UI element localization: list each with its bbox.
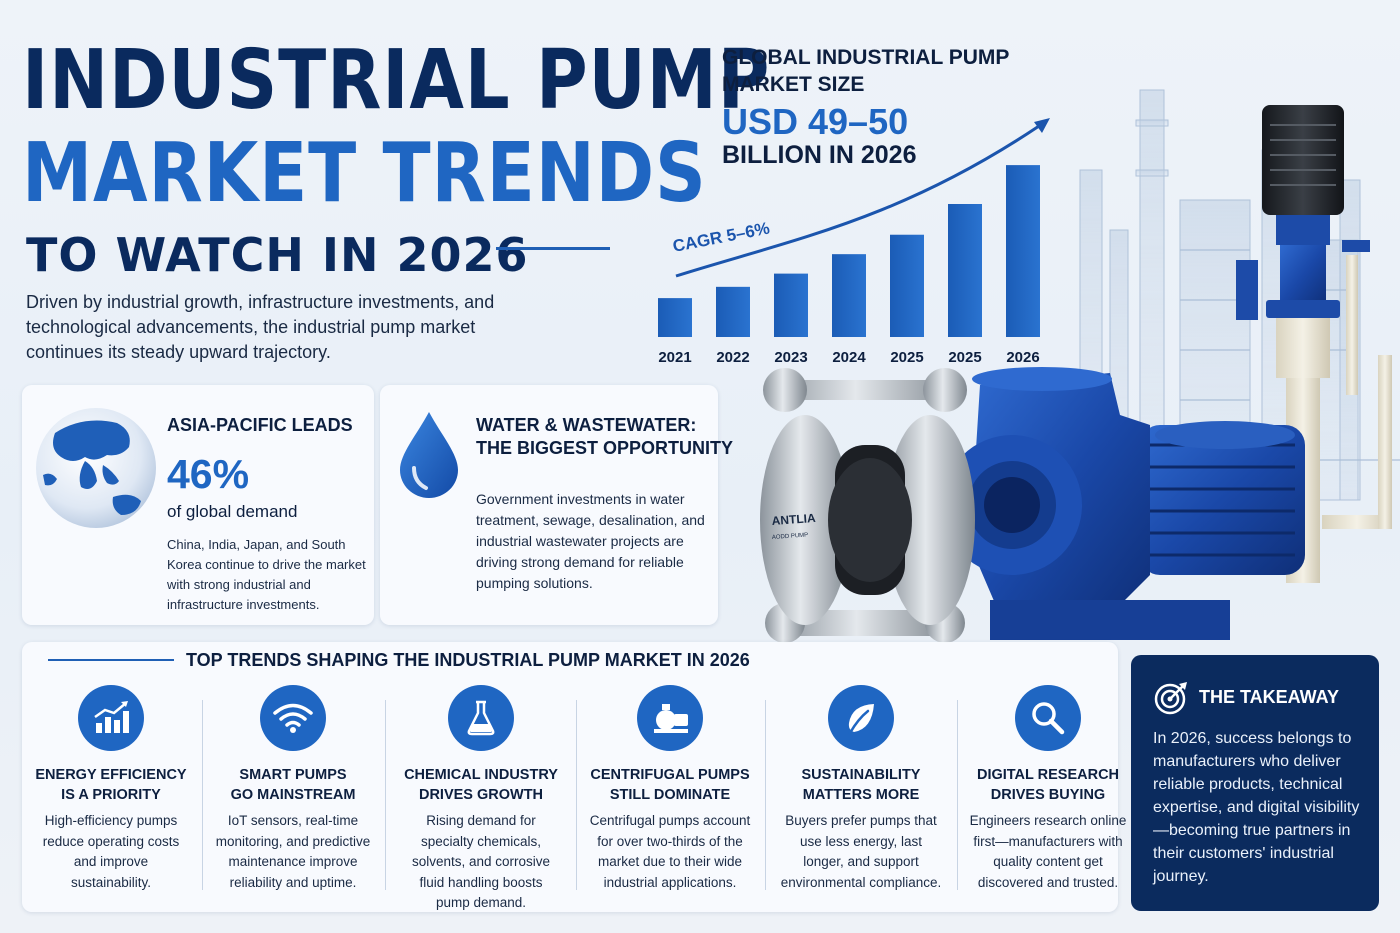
centrifugal-pump	[942, 367, 1305, 640]
trend-title: SUSTAINABILITY MATTERS MORE	[771, 765, 951, 805]
market-growth-chart: 2021 2022 2023 2024 2025 2025 2026 CAGR 5–6%	[658, 118, 1050, 366]
trend-title-line-2: DRIVES GROWTH	[418, 787, 544, 803]
growth-chart-icon	[78, 685, 144, 751]
trend-divider	[957, 700, 958, 890]
title-line-2: MARKET TRENDS	[22, 126, 707, 221]
chart-bar	[832, 254, 866, 337]
trend-divider	[576, 700, 577, 890]
water-card-title: WATER & WASTEWATER: THE BIGGEST OPPORTUN…	[476, 414, 733, 460]
chart-bar	[1006, 165, 1040, 337]
trend-body: High-efficiency pumps reduce operating c…	[42, 813, 180, 890]
globe-icon	[36, 408, 156, 528]
aodd-pump: ANTLIA AODD PUMP	[760, 368, 975, 643]
trend-digital-research: DIGITAL RESEARCH DRIVES BUYING Engineers…	[958, 685, 1138, 893]
chart-x-label: 2025	[890, 349, 923, 366]
trend-title: DIGITAL RESEARCH DRIVES BUYING	[958, 765, 1138, 805]
asia-share-value: 46%	[167, 451, 250, 497]
takeaway-title: THE TAKEAWAY	[1199, 687, 1340, 707]
trend-title-line-1: CENTRIFUGAL PUMPS	[590, 767, 750, 783]
market-size-value: USD 49–50	[722, 101, 909, 142]
target-icon	[1154, 682, 1187, 715]
title-line-1: INDUSTRIAL PUMP	[22, 33, 771, 128]
chart-x-label: 2024	[832, 349, 866, 366]
trend-title-line-1: SMART PUMPS	[239, 767, 347, 783]
trend-body: Engineers research online first—manufact…	[969, 813, 1127, 890]
pump-icon	[637, 685, 703, 751]
chart-x-label: 2023	[774, 349, 807, 366]
pumps-illustration: ANTLIA AODD PUMP	[760, 105, 1392, 643]
chart-bar	[658, 298, 692, 337]
search-icon	[1015, 685, 1081, 751]
trend-title-line-2: GO MAINSTREAM	[230, 787, 356, 803]
trend-divider	[765, 700, 766, 890]
trend-title-line-2: DRIVES BUYING	[990, 787, 1106, 803]
market-size-heading: GLOBAL INDUSTRIAL PUMP MARKET SIZE	[722, 44, 1009, 98]
chart-bars	[658, 165, 1040, 337]
chart-x-label: 2025	[948, 349, 981, 366]
trend-body: Rising demand for specialty chemicals, s…	[411, 813, 551, 910]
market-heading-line-1: GLOBAL INDUSTRIAL PUMP	[722, 46, 1010, 69]
market-heading-line-2: MARKET SIZE	[722, 73, 865, 96]
flask-icon	[448, 685, 514, 751]
trend-title-line-1: DIGITAL RESEARCH	[976, 767, 1120, 783]
trend-divider	[385, 700, 386, 890]
trends-panel	[22, 642, 1118, 912]
intro-text: Driven by industrial growth, infrastruct…	[26, 292, 495, 362]
water-title-line-2: THE BIGGEST OPPORTUNITY	[476, 438, 734, 458]
water-title-line-1: WATER & WASTEWATER:	[476, 415, 697, 435]
chart-bar	[890, 234, 924, 337]
trend-title-line-2: STILL DOMINATE	[609, 787, 731, 803]
title-line-3: TO WATCH IN 2026	[26, 228, 529, 282]
chart-x-labels: 2021 2022 2023 2024 2025 2025 2026	[658, 349, 1039, 366]
trends-heading: TOP TRENDS SHAPING THE INDUSTRIAL PUMP M…	[186, 650, 750, 670]
trend-title: CENTRIFUGAL PUMPS STILL DOMINATE	[580, 765, 760, 805]
trend-body: IoT sensors, real-time monitoring, and p…	[215, 813, 371, 890]
chart-bar	[948, 204, 982, 337]
trend-body: Centrifugal pumps account for over two-t…	[589, 813, 751, 890]
trend-divider	[202, 700, 203, 890]
trend-centrifugal-pumps: CENTRIFUGAL PUMPS STILL DOMINATE Centrif…	[580, 685, 760, 893]
chart-bar	[774, 273, 808, 337]
trend-title: CHEMICAL INDUSTRY DRIVES GROWTH	[391, 765, 571, 805]
wifi-icon	[260, 685, 326, 751]
trend-title-line-1: CHEMICAL INDUSTRY	[404, 767, 558, 783]
trend-energy-efficiency: ENERGY EFFICIENCY IS A PRIORITY High-eff…	[21, 685, 201, 893]
chart-x-label: 2026	[1006, 349, 1039, 366]
chart-x-label: 2022	[716, 349, 749, 366]
pump-brand-label: ANTLIA	[771, 511, 816, 528]
trend-body: Buyers prefer pumps that use less energy…	[780, 813, 942, 890]
trend-smart-pumps: SMART PUMPS GO MAINSTREAM IoT sensors, r…	[203, 685, 383, 893]
chart-bar	[716, 286, 750, 337]
pump-model-label: AODD PUMP	[772, 532, 809, 541]
trend-title-line-2: IS A PRIORITY	[61, 787, 161, 803]
market-size-unit: BILLION IN 2026	[722, 141, 917, 169]
takeaway-body: In 2026, success belongs to manufacturer…	[1153, 730, 1360, 885]
trends-heading-rule	[48, 659, 174, 661]
trend-sustainability: SUSTAINABILITY MATTERS MORE Buyers prefe…	[771, 685, 951, 893]
trend-title-line-2: MATTERS MORE	[802, 787, 920, 803]
title-underline	[496, 247, 610, 250]
asia-share-label: of global demand	[167, 502, 298, 521]
trend-title: SMART PUMPS GO MAINSTREAM	[203, 765, 383, 805]
asia-card-title: ASIA-PACIFIC LEADS	[167, 415, 353, 435]
trend-title-line-1: ENERGY EFFICIENCY	[35, 767, 187, 783]
water-card-body: Government investments in water treatmen…	[476, 491, 705, 591]
trend-arrow-line	[675, 122, 1043, 278]
trend-chemical-industry: CHEMICAL INDUSTRY DRIVES GROWTH Rising d…	[391, 685, 571, 914]
trend-arrow-head	[1034, 118, 1050, 133]
trend-title: ENERGY EFFICIENCY IS A PRIORITY	[21, 765, 201, 805]
asia-card-body: China, India, Japan, and South Korea con…	[167, 537, 366, 612]
chart-x-label: 2021	[658, 349, 691, 366]
trend-title-line-1: SUSTAINABILITY	[801, 767, 921, 783]
water-drop-icon	[400, 412, 458, 498]
leaf-icon	[828, 685, 894, 751]
